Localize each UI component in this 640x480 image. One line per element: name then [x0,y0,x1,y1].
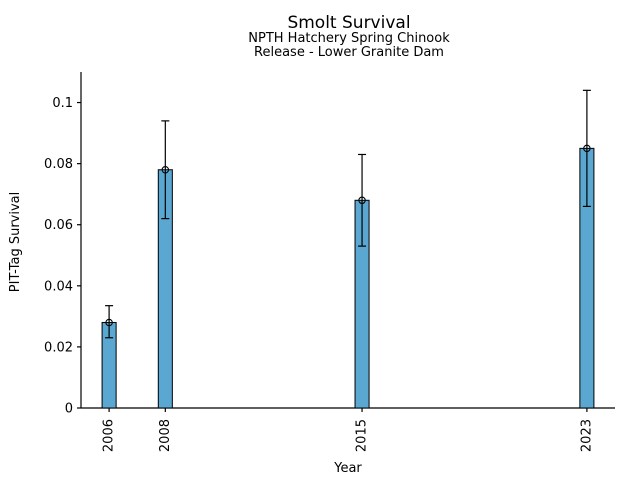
chart-title: Smolt Survival [287,13,410,33]
y-axis-ticks: 0 0.02 0.04 0.06 0.08 0.1 [44,96,81,417]
y-tick-label: 0.02 [44,340,73,355]
x-tick-label: 2023 [579,419,594,452]
y-tick-label: 0.1 [52,96,73,111]
point-marker [105,318,113,327]
point-marker [358,196,366,205]
x-axis-title: Year [333,461,362,476]
bars-group [101,89,595,409]
y-axis-title: PIT-Tag Survival [8,192,23,292]
x-tick-label: 2006 [102,419,117,452]
point-marker [161,165,170,174]
y-tick-label: 0 [65,402,73,417]
y-tick-label: 0.08 [44,157,73,172]
chart-subtitle-line2: Release - Lower Granite Dam [254,45,444,60]
x-tick-label: 2015 [355,419,370,452]
x-tick-label: 2008 [158,419,173,452]
x-axis-ticks: 2006 2008 2015 2023 [102,408,594,452]
chart-subtitle-line1: NPTH Hatchery Spring Chinook [248,31,450,46]
point-marker [583,144,591,153]
y-tick-label: 0.06 [44,218,73,233]
y-tick-label: 0.04 [44,279,73,294]
